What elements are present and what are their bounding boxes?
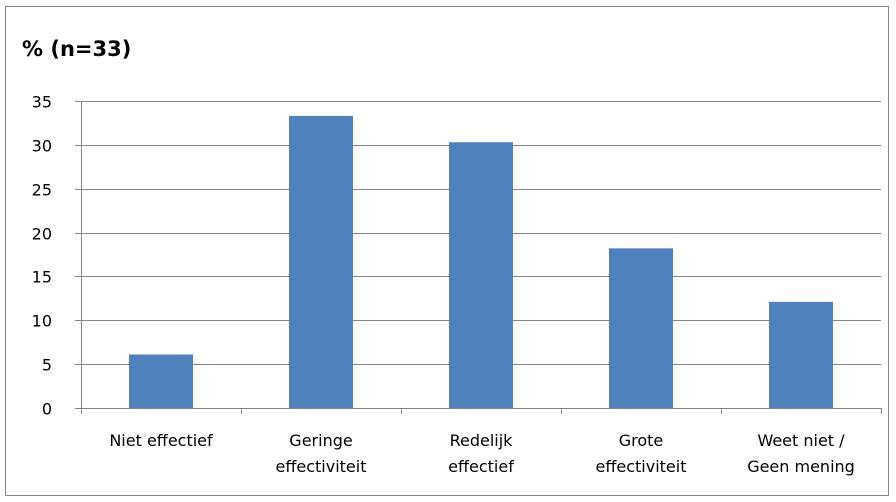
bar [609,248,673,408]
y-tick-label: 30 [32,137,52,156]
y-tick-label: 5 [42,356,52,375]
x-category-label: effectief [448,457,514,476]
y-tick-label: 10 [32,312,52,331]
axes [81,101,882,414]
y-tick-label: 20 [32,225,52,244]
y-tick-label: 25 [32,181,52,200]
bar [769,301,833,408]
y-tick-label: 0 [42,400,52,419]
y-axis-ticks: 0 5 10 15 20 25 30 35 [32,93,81,419]
y-tick-label: 35 [32,93,52,112]
x-category-label: Niet effectief [109,431,213,450]
x-category-label: effectiviteit [276,457,367,476]
bar [129,354,193,408]
x-category-label: Grote [619,431,664,450]
x-category-label: Geen mening [747,457,855,476]
chart-title: % (n=33) [22,37,131,61]
y-tick-label: 15 [32,268,52,287]
x-category-label: Redelijk [450,431,514,450]
x-category-label: Weet niet / [757,431,845,450]
chart-frame [5,6,889,496]
bar [289,115,353,408]
bar [449,142,513,408]
x-axis-labels: Niet effectief Geringe effectiviteit Redeli… [109,431,854,476]
bars [129,115,833,408]
x-category-label: Geringe [289,431,352,450]
x-category-label: effectiviteit [596,457,687,476]
